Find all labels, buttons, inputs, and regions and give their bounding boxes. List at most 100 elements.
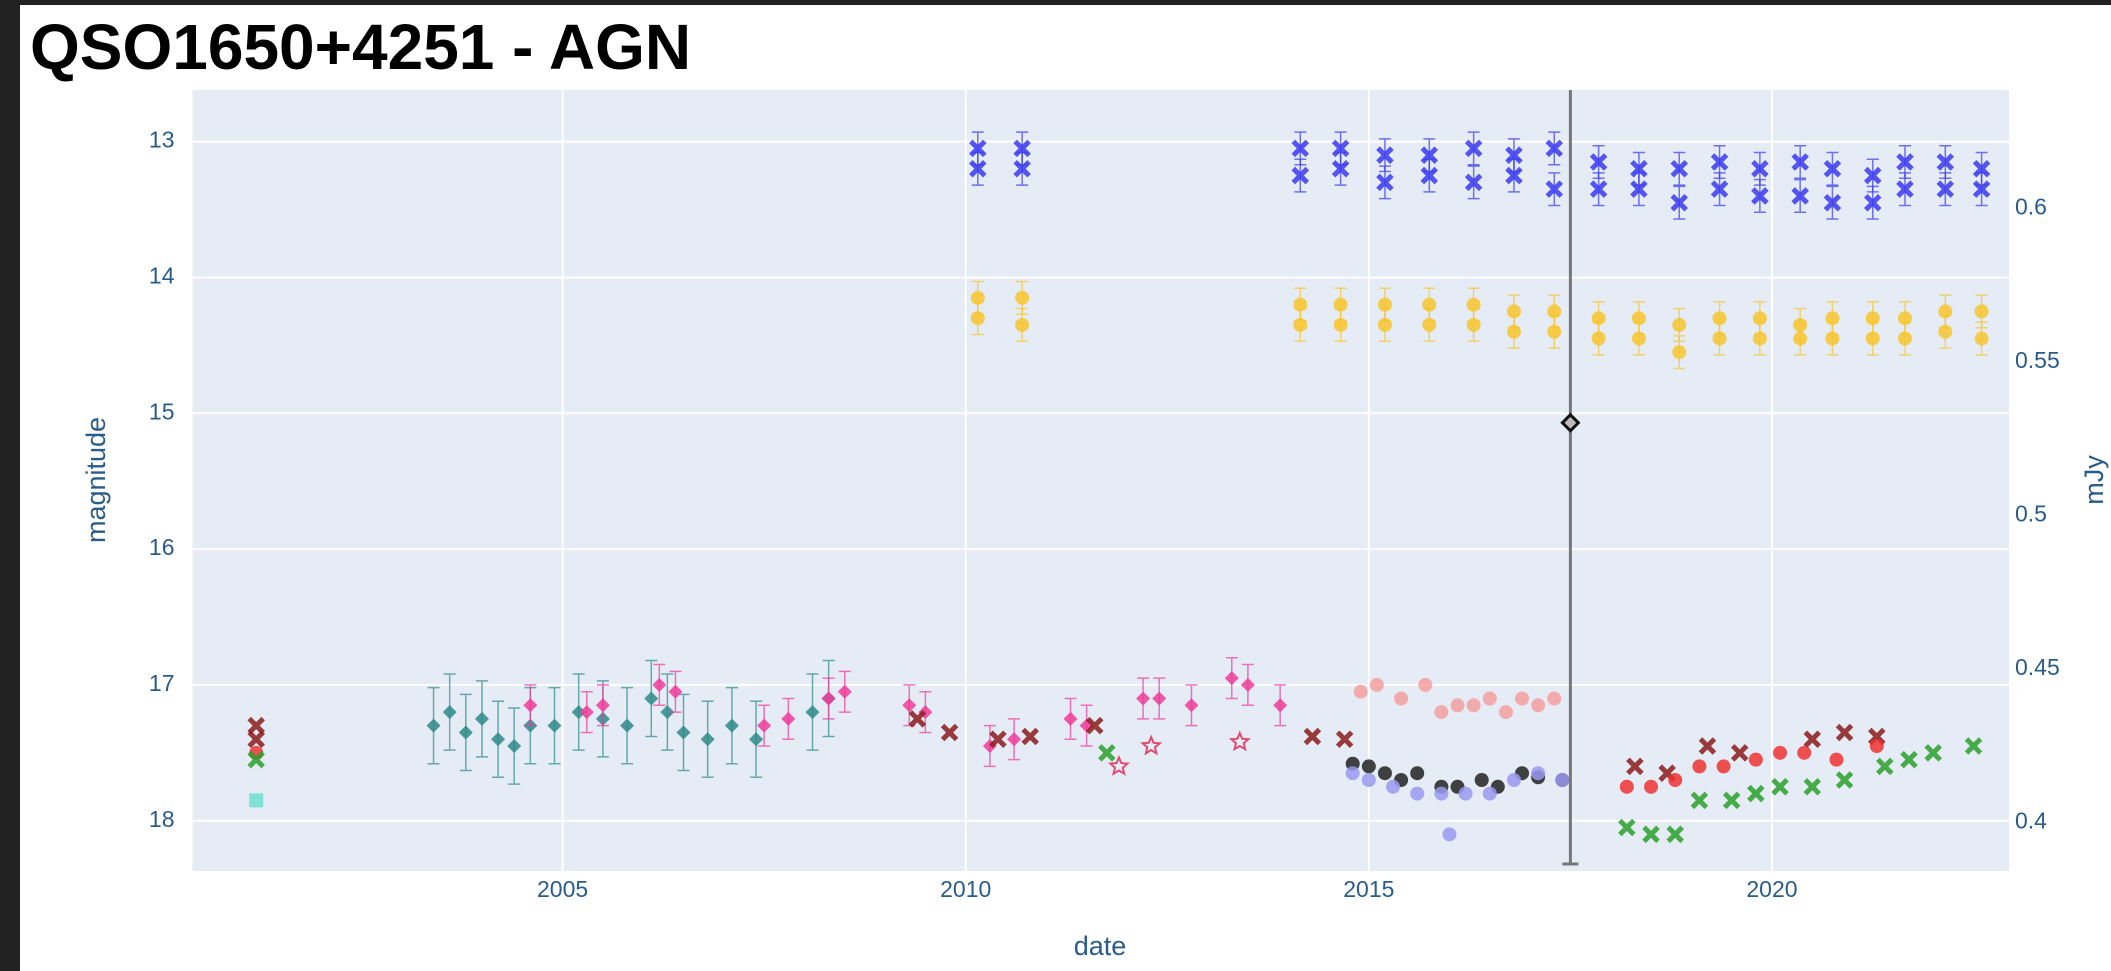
point <box>1631 331 1646 346</box>
point <box>1748 752 1763 767</box>
point <box>1974 304 1989 319</box>
point <box>1555 772 1570 787</box>
point <box>652 677 667 692</box>
point <box>1644 779 1659 794</box>
point <box>1464 139 1483 158</box>
point <box>1751 160 1769 178</box>
point <box>1642 825 1660 844</box>
point <box>491 732 506 747</box>
point <box>474 711 489 726</box>
point <box>1791 187 1809 205</box>
point <box>1136 691 1151 706</box>
y2-tick-label: 0.4 <box>2015 808 2047 834</box>
point <box>1386 779 1401 794</box>
point <box>805 705 820 720</box>
point <box>1863 166 1882 185</box>
point <box>1730 744 1749 762</box>
y-tick-label: 18 <box>149 806 175 832</box>
point <box>1666 825 1684 844</box>
point <box>1771 778 1789 796</box>
point <box>523 698 538 713</box>
point <box>1335 730 1354 749</box>
point <box>908 710 927 728</box>
point <box>1184 698 1199 713</box>
point <box>821 691 836 706</box>
point <box>724 718 739 733</box>
point <box>1630 180 1648 198</box>
point <box>1589 180 1608 198</box>
point <box>1672 317 1687 332</box>
point <box>1531 698 1546 713</box>
point <box>1865 331 1880 346</box>
point <box>595 698 610 713</box>
point <box>1464 173 1483 192</box>
point <box>1752 331 1767 346</box>
point <box>1722 791 1741 810</box>
point <box>1450 698 1465 713</box>
point <box>1668 772 1683 787</box>
point <box>1458 786 1473 801</box>
point <box>1670 193 1689 212</box>
point <box>1353 684 1368 699</box>
x-tick-label: 2005 <box>537 876 588 902</box>
y2-axis-title: mJy <box>2079 455 2109 505</box>
y-axis-title: magnitude <box>81 417 111 543</box>
point <box>1345 766 1360 781</box>
point <box>1506 324 1521 339</box>
point <box>989 730 1007 749</box>
point <box>1369 677 1384 692</box>
x-tick-label: 2020 <box>1746 876 1797 902</box>
point <box>1085 716 1104 735</box>
chart-title: QSO1650+4251 - AGN <box>30 11 691 83</box>
point <box>970 311 985 326</box>
y2-tick-label: 0.6 <box>2015 194 2047 220</box>
point <box>1773 745 1788 760</box>
point <box>668 684 683 699</box>
point <box>1015 290 1030 305</box>
point <box>1626 757 1644 776</box>
point <box>644 691 659 706</box>
point <box>1747 784 1765 803</box>
point <box>1152 691 1167 706</box>
point <box>1896 153 1914 171</box>
point <box>1013 160 1031 178</box>
point <box>1712 331 1727 346</box>
point <box>442 705 457 720</box>
point <box>507 739 522 754</box>
point <box>749 732 764 747</box>
point <box>1240 677 1255 692</box>
point <box>1228 730 1251 752</box>
point <box>1098 744 1116 762</box>
point <box>1007 732 1022 747</box>
y-tick-label: 14 <box>149 263 175 289</box>
point <box>1377 317 1392 332</box>
x-axis-title: date <box>1074 931 1127 961</box>
point <box>1863 193 1882 212</box>
point <box>1410 766 1425 781</box>
point <box>1797 745 1812 760</box>
point <box>1716 759 1731 774</box>
point <box>781 711 796 726</box>
point <box>1672 345 1687 360</box>
y-tick-label: 16 <box>149 534 175 560</box>
point <box>1793 331 1808 346</box>
point <box>940 723 959 742</box>
cursor-point <box>1560 412 1581 433</box>
point <box>1924 744 1942 762</box>
y-tick-label: 17 <box>149 670 175 696</box>
point <box>1547 691 1562 706</box>
point <box>1434 705 1449 720</box>
x-tick-label: 2015 <box>1343 876 1394 902</box>
point <box>620 718 635 733</box>
y2-tick-label: 0.55 <box>2015 347 2060 373</box>
y2-tick-label: 0.5 <box>2015 501 2047 527</box>
point <box>571 705 586 720</box>
point <box>547 718 562 733</box>
point <box>1876 757 1894 776</box>
point <box>1224 671 1239 686</box>
point <box>1900 750 1918 769</box>
point <box>1498 705 1513 720</box>
point <box>660 705 675 720</box>
point <box>1823 193 1842 212</box>
point <box>1377 766 1392 781</box>
